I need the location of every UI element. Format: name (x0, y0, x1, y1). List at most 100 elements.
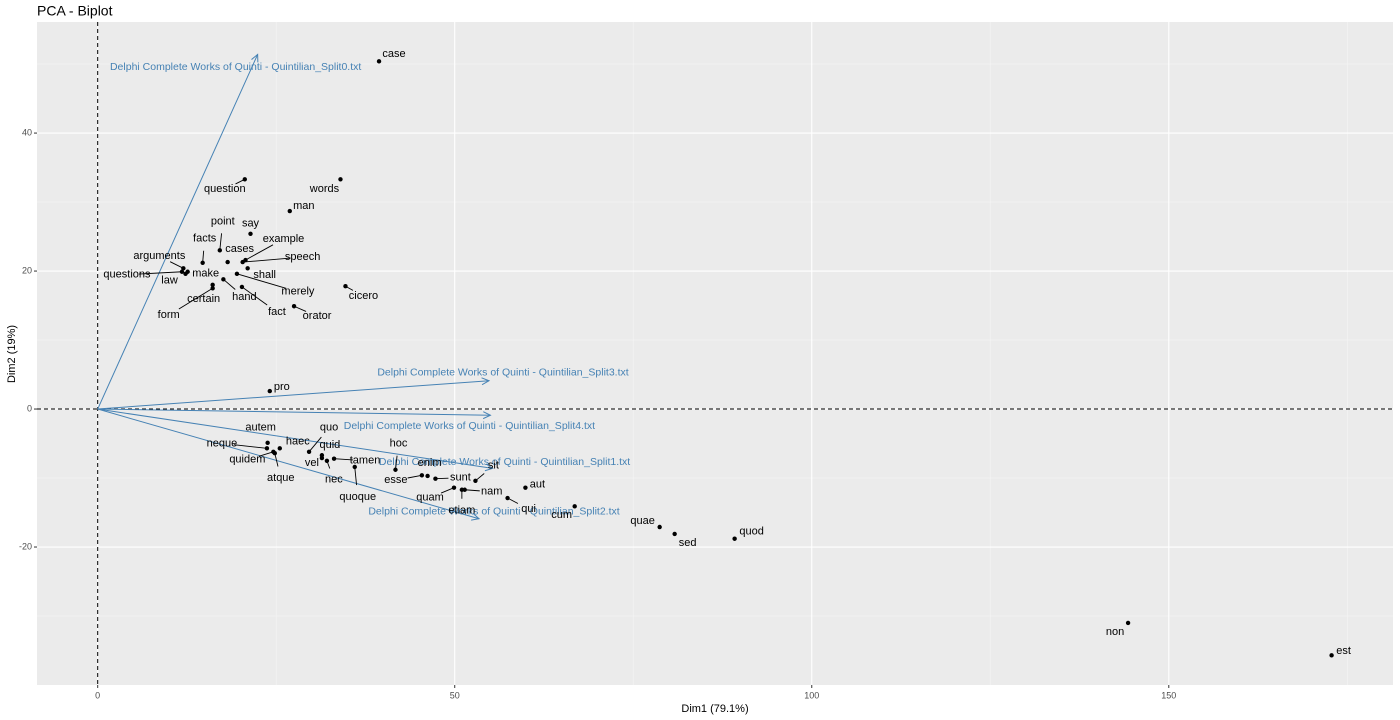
point (287, 208, 292, 214)
point-label: esse (384, 474, 407, 486)
vector-label: Delphi Complete Works of Quinti - Quinti… (368, 506, 619, 518)
point (306, 449, 312, 455)
leader-line (233, 444, 267, 449)
chart-title: PCA - Biplot (37, 3, 113, 19)
point-label: vel (305, 457, 319, 469)
point-label: cicero (349, 290, 378, 302)
point (221, 277, 226, 282)
point-label: law (161, 275, 178, 287)
leader-line (242, 257, 291, 263)
point-label: quoque (339, 491, 376, 503)
vector-label: Delphi Complete Works of Quinti - Quinti… (377, 367, 628, 379)
point-label: shall (253, 269, 276, 281)
point (277, 446, 282, 451)
point (672, 531, 677, 537)
point (505, 495, 510, 501)
vector (97, 408, 480, 520)
point-label: cases (225, 243, 254, 255)
x-tick-label: 50 (450, 690, 460, 700)
point-label: man (293, 200, 314, 212)
point (393, 467, 398, 472)
point-label: quam (416, 492, 444, 504)
point (451, 485, 457, 490)
point-label: etiam (448, 505, 475, 517)
point-label: case (382, 48, 405, 60)
leader-line (223, 278, 236, 290)
point (352, 464, 357, 470)
point-label: questions (103, 269, 151, 281)
plot-background (37, 22, 1393, 685)
y-tick-label: 0 (27, 403, 32, 413)
leader-line (241, 286, 268, 306)
point-label: certain (187, 293, 220, 305)
point (291, 304, 297, 309)
point-label: non (1106, 626, 1124, 638)
point-label: merely (281, 286, 315, 298)
point (210, 286, 215, 291)
point-label: fact (268, 306, 286, 318)
leader-line (308, 436, 322, 453)
point-label: sed (679, 537, 697, 549)
point (210, 282, 215, 288)
point (657, 524, 662, 530)
point (572, 504, 577, 509)
point-label: quidem (229, 454, 265, 466)
point-label: neque (207, 437, 238, 449)
arrow-head (471, 513, 481, 521)
point-label: haec (286, 435, 310, 447)
point-label: qui (521, 503, 536, 515)
point (732, 536, 737, 541)
vector (97, 408, 491, 416)
arrow-head (481, 377, 491, 386)
leader-line (334, 458, 354, 461)
point-label: quid (320, 439, 341, 451)
y-tick-label: -20 (19, 541, 32, 551)
point (225, 259, 230, 265)
point-label: quod (739, 526, 763, 538)
point-label: facts (193, 233, 217, 245)
arrow-head (251, 53, 259, 63)
point (523, 485, 528, 490)
leader-line (274, 453, 279, 467)
point (245, 266, 250, 271)
point (234, 271, 240, 277)
point (338, 177, 343, 182)
point (183, 271, 188, 277)
point (425, 473, 430, 479)
leader-line (236, 273, 287, 289)
point-label: speech (285, 251, 320, 263)
point-label: tamen (350, 455, 381, 467)
y-tick-label: 40 (22, 127, 32, 137)
point (1329, 653, 1334, 658)
vector-label: Delphi Complete Works of Quinti - Quinti… (344, 420, 595, 432)
point-label: make (192, 268, 219, 280)
leader-line (407, 474, 422, 479)
point-label: question (204, 183, 246, 195)
point-label: nec (325, 474, 343, 486)
point-label: sunt (450, 472, 471, 484)
point (319, 455, 325, 461)
point (181, 266, 186, 271)
point-label: sit (488, 460, 499, 472)
point (217, 248, 222, 253)
vector (97, 54, 259, 410)
point (331, 456, 337, 461)
point (179, 269, 185, 274)
point (473, 478, 478, 483)
point (324, 458, 330, 463)
point (1125, 620, 1131, 626)
point-label: nam (481, 486, 502, 498)
leader-line (258, 451, 274, 457)
point-label: example (263, 233, 305, 245)
point-label: pro (274, 381, 290, 393)
leader-line (245, 244, 274, 261)
point (264, 446, 270, 451)
arrow-head (482, 411, 492, 420)
leader-line (178, 287, 213, 310)
point-label: say (242, 218, 260, 230)
vector-label: Delphi Complete Works of Quinti - Quinti… (110, 61, 361, 73)
point-label: words (309, 183, 340, 195)
leader-line (395, 455, 398, 470)
leader-line (464, 489, 480, 492)
point-label: est (1336, 645, 1351, 657)
